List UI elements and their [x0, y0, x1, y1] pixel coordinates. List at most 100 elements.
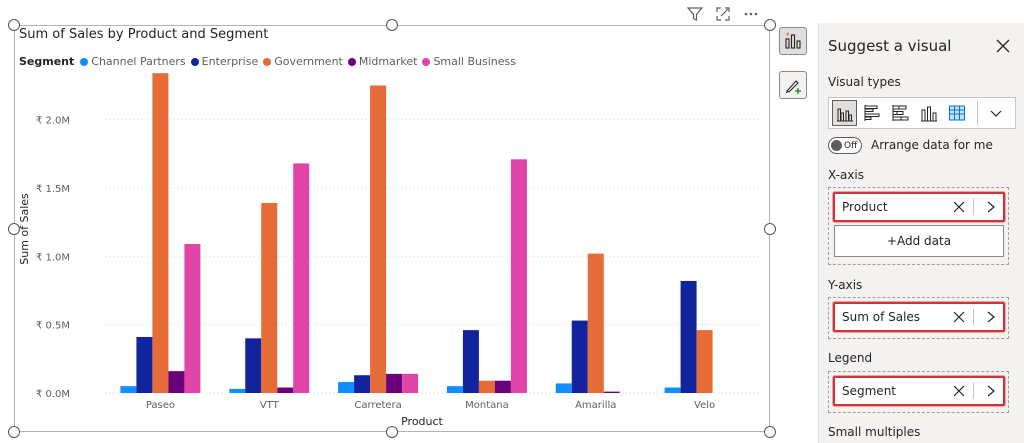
remove-field-icon[interactable] [951, 309, 967, 325]
legend-field-pill[interactable]: Segment [833, 376, 1005, 406]
bar-enterprise [571, 320, 588, 393]
x-tick-label: Amarilla [575, 400, 616, 411]
bar-small-business [402, 373, 419, 393]
bar-midmarket [168, 371, 185, 393]
resize-handle-right[interactable] [764, 223, 776, 235]
y-axis-well[interactable]: Sum of Sales [828, 297, 1009, 339]
chevron-right-icon[interactable] [985, 309, 997, 325]
pane-title: Suggest a visual [828, 37, 952, 55]
resize-handle-top[interactable] [386, 19, 398, 31]
legend-item-midmarket[interactable]: Midmarket [347, 55, 418, 68]
x-axis-well[interactable]: Product +Add data [828, 187, 1009, 265]
legend-item-channel-partners[interactable]: Channel Partners [80, 55, 186, 68]
y-axis-field-pill[interactable]: Sum of Sales [833, 302, 1005, 332]
bar-midmarket [277, 387, 294, 393]
legend-label: Small Business [433, 55, 516, 68]
bar-small-business [293, 163, 310, 393]
build-visual-button[interactable] [779, 27, 807, 55]
bar-enterprise [680, 280, 697, 393]
chart-legend: Segment Channel Partners Enterprise Gove… [19, 55, 521, 68]
y-axis-field-name: Sum of Sales [842, 310, 921, 324]
bar-midmarket [603, 391, 620, 393]
bar-small-business [184, 244, 201, 393]
legend-item-small-business[interactable]: Small Business [422, 55, 516, 68]
stacked-column-icon[interactable] [916, 100, 941, 126]
x-axis-field-name: Product [842, 200, 888, 214]
more-options-icon[interactable] [742, 6, 760, 22]
bar-channel-partners [555, 383, 572, 393]
bar-channel-partners [338, 382, 355, 393]
arrange-data-toggle[interactable]: Off [828, 137, 862, 154]
resize-handle-bottom[interactable] [386, 426, 398, 438]
bar-government [478, 380, 495, 393]
build-visual-icon [785, 32, 801, 49]
legend-well[interactable]: Segment [828, 371, 1009, 413]
bar-government [587, 253, 604, 393]
focus-mode-icon[interactable] [714, 6, 732, 22]
bar-channel-partners [229, 388, 246, 393]
x-tick-label: Carretera [354, 400, 401, 411]
bar-midmarket [494, 380, 511, 393]
y-tick-label: ₹ 2.0M [36, 116, 70, 127]
toggle-state-text: Off [844, 140, 858, 151]
table-icon[interactable] [944, 100, 969, 126]
format-visual-button[interactable] [779, 71, 807, 99]
toggle-knob [831, 140, 842, 151]
resize-handle-left[interactable] [8, 223, 20, 235]
clustered-bar-icon[interactable] [860, 100, 885, 126]
legend-title: Segment [19, 55, 75, 68]
bar-government [152, 73, 169, 393]
resize-handle-top-right[interactable] [764, 19, 776, 31]
visual-types-label: Visual types [828, 75, 901, 89]
arrange-data-label: Arrange data for me [871, 138, 993, 152]
suggest-visual-pane: Suggest a visual Visual types [818, 23, 1024, 443]
chevron-right-icon[interactable] [985, 199, 997, 215]
legend-item-enterprise[interactable]: Enterprise [190, 55, 259, 68]
visual-header [686, 6, 760, 22]
format-visual-icon [785, 80, 801, 94]
legend-marker [422, 57, 431, 66]
resize-handle-bottom-right[interactable] [764, 426, 776, 438]
bar-chart: ₹ 0.0M ₹ 0.5M ₹ 1.0M ₹ 1.5M ₹ 2.0M Sum of Sal… [18, 73, 759, 428]
stacked-bar-icon[interactable] [888, 100, 913, 126]
legend-label: Channel Partners [91, 55, 186, 68]
y-tick-label: ₹ 0.5M [36, 321, 70, 332]
visual-types-divider [977, 101, 978, 125]
y-tick-label: ₹ 1.0M [36, 252, 70, 263]
resize-handle-bottom-left[interactable] [8, 426, 20, 438]
legend-marker [80, 57, 89, 66]
legend-label: Enterprise [201, 55, 259, 68]
x-tick-label: Montana [465, 400, 509, 411]
y-axis-title: Sum of Sales [18, 193, 31, 265]
remove-field-icon[interactable] [951, 199, 967, 215]
filter-icon[interactable] [686, 6, 704, 22]
small-multiples-label: Small multiples [828, 425, 921, 439]
legend-label: Midmarket [358, 55, 418, 68]
chevron-right-icon[interactable] [985, 383, 997, 399]
legend-marker [347, 57, 356, 66]
chart-title: Sum of Sales by Product and Segment [19, 27, 269, 42]
x-tick-label: VTT [260, 400, 280, 411]
y-axis-label: Y-axis [828, 278, 863, 292]
x-axis-label: X-axis [828, 168, 864, 182]
bar-small-business [510, 159, 527, 393]
legend-label: Government [274, 55, 343, 68]
bar-channel-partners [446, 386, 463, 393]
field-divider [973, 383, 974, 399]
clustered-column-icon[interactable] [832, 100, 857, 126]
legend-item-government[interactable]: Government [263, 55, 343, 68]
resize-handle-top-left[interactable] [8, 19, 20, 31]
bar-midmarket [386, 373, 403, 393]
x-axis-title: Product [401, 415, 443, 428]
add-data-button[interactable]: +Add data [834, 225, 1004, 257]
close-icon[interactable] [994, 37, 1012, 55]
chevron-down-icon[interactable] [984, 106, 1008, 120]
bar-government [370, 85, 387, 393]
remove-field-icon[interactable] [951, 383, 967, 399]
field-divider [973, 309, 974, 325]
bar-enterprise [136, 336, 153, 393]
y-tick-label: ₹ 1.5M [36, 184, 70, 195]
bar-enterprise [245, 338, 262, 393]
x-axis-field-pill[interactable]: Product [833, 192, 1005, 222]
legend-marker [190, 57, 199, 66]
